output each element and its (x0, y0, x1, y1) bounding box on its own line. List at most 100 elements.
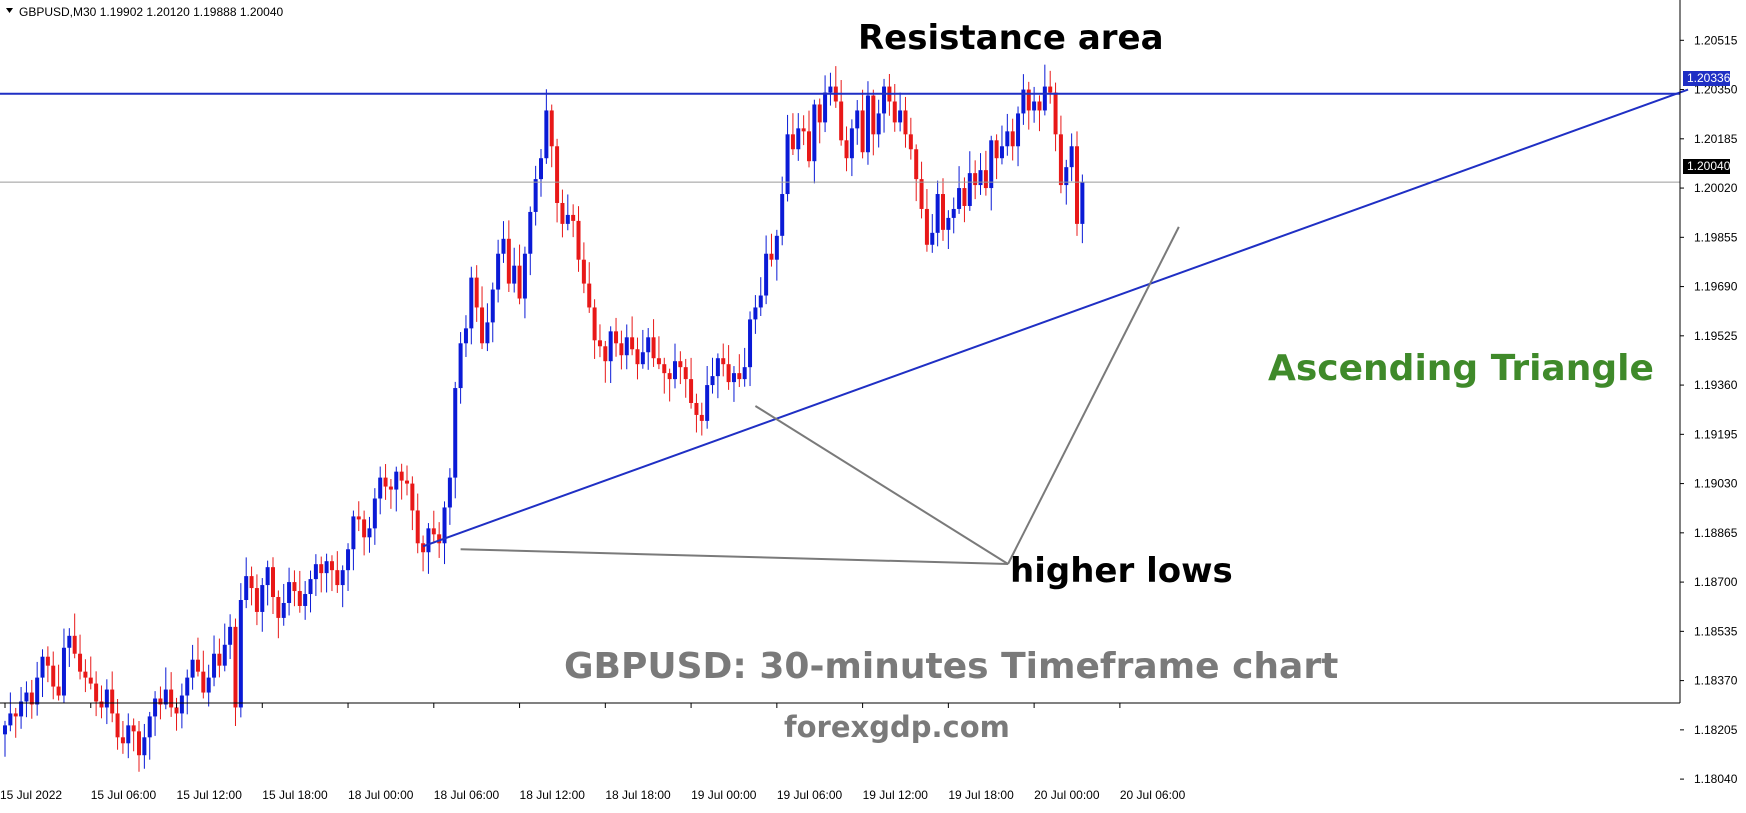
candles-group (3, 64, 1085, 772)
candle-body (774, 235, 779, 260)
candle-body (185, 677, 190, 696)
candle (903, 96, 908, 148)
candle-body (667, 373, 672, 380)
candle (549, 104, 554, 168)
candle-body (748, 319, 753, 368)
candle-body (522, 253, 527, 299)
candle (496, 239, 501, 303)
candle (699, 402, 704, 436)
candle-body (190, 659, 195, 678)
candle (823, 75, 828, 133)
candle (126, 713, 131, 759)
candle-body (372, 498, 377, 529)
candle (195, 637, 200, 677)
candle (710, 357, 715, 394)
candle (99, 685, 104, 719)
x-tick-label: 15 Jul 2022 (0, 788, 62, 802)
candle-body (539, 158, 543, 180)
candle-body (844, 140, 849, 159)
candle-body (817, 104, 822, 123)
x-tick-label: 18 Jul 18:00 (605, 788, 671, 802)
candle (667, 368, 672, 402)
annotation-resistance-area: Resistance area (858, 18, 1164, 58)
candle (833, 66, 838, 108)
candle-body (1075, 146, 1079, 224)
candle-body (726, 364, 731, 383)
candle-body (137, 731, 141, 756)
candle (994, 134, 999, 180)
candle-body (528, 211, 533, 254)
candle (1075, 131, 1079, 236)
candle-body (351, 516, 356, 550)
candle (635, 337, 640, 380)
candle (812, 99, 817, 184)
candle-body (265, 567, 270, 586)
candle (592, 299, 597, 359)
candle (871, 89, 876, 156)
candle-body (287, 582, 292, 603)
symbol-header: GBPUSD,M30 1.19902 1.20120 1.19888 1.200… (19, 5, 284, 19)
candle (914, 144, 919, 202)
candle (271, 557, 275, 614)
candle (748, 311, 753, 387)
x-tick-label: 19 Jul 06:00 (777, 788, 843, 802)
candle (683, 358, 688, 398)
candle (630, 316, 635, 356)
candle-body (930, 232, 935, 245)
candle (394, 466, 399, 512)
candle (919, 161, 924, 219)
candle-body (40, 656, 45, 678)
candle-body (673, 361, 677, 380)
candle-body (823, 92, 828, 123)
dropdown-triangle-icon[interactable] (6, 8, 13, 13)
candle-body (1032, 101, 1037, 111)
candle-body (1021, 89, 1026, 114)
candle (287, 567, 292, 616)
candle-body (576, 220, 581, 260)
candle (351, 510, 356, 571)
candle-body (169, 689, 174, 708)
candle (29, 679, 34, 719)
candle (764, 235, 769, 305)
candle (260, 578, 265, 632)
candle-body (753, 307, 758, 320)
candle (576, 206, 581, 272)
candle-body (678, 361, 683, 368)
candle-body (99, 701, 104, 708)
candle (539, 149, 543, 197)
candle-body (651, 337, 656, 359)
candle (528, 206, 533, 276)
candle-body (346, 549, 351, 571)
candle-body (549, 110, 554, 147)
candle-body (790, 134, 795, 150)
candle-body (1058, 134, 1063, 186)
y-tick-label: 1.18370 (1694, 674, 1738, 688)
candle (581, 242, 586, 294)
candle-body (828, 86, 833, 93)
candle-body (8, 713, 13, 726)
candle-body (1016, 113, 1021, 147)
candle (844, 126, 849, 172)
candle-body (603, 346, 608, 362)
candle (908, 117, 913, 160)
candle-body (769, 253, 774, 260)
candle-body (1026, 89, 1031, 111)
x-axis: 15 Jul 2022 15 Jul 06:00 15 Jul 12:00 15 Ju… (0, 703, 1186, 802)
candle (817, 98, 822, 144)
candle-body (222, 644, 227, 666)
candle-body (624, 337, 629, 356)
candle-body (1005, 131, 1010, 147)
current-price-tag: 1.20040 (1687, 159, 1731, 173)
candle-body (849, 128, 854, 159)
candle-body (512, 265, 517, 284)
candle-body (217, 653, 222, 666)
candle-body (29, 692, 34, 705)
candle-body (914, 149, 919, 180)
candle-body (415, 510, 420, 544)
candle (104, 679, 109, 725)
x-tick-label: 15 Jul 18:00 (262, 788, 328, 802)
candle (281, 583, 286, 626)
x-tick-label: 19 Jul 18:00 (948, 788, 1014, 802)
candle-body (463, 328, 468, 344)
